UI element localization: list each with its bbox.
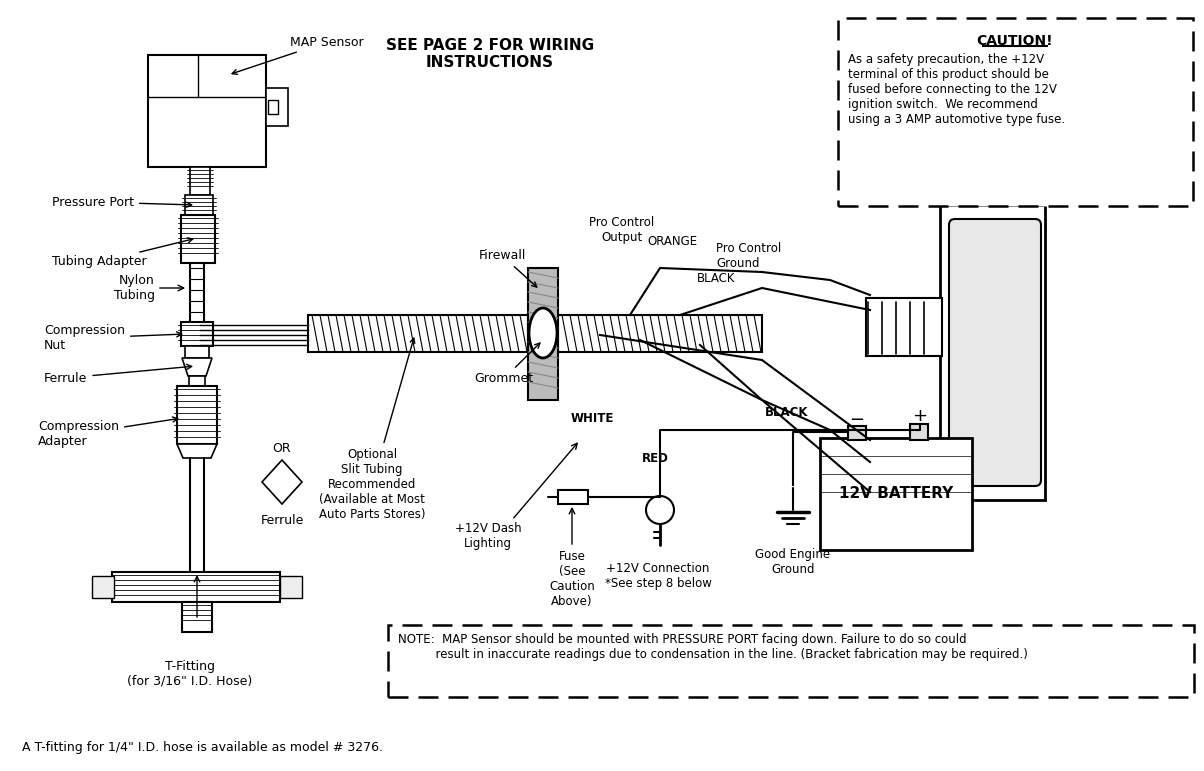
Text: Tubing Adapter: Tubing Adapter: [52, 237, 193, 268]
Bar: [910, 424, 928, 440]
Text: Pro Control
Ground: Pro Control Ground: [716, 242, 781, 270]
Text: SEE PAGE 2 FOR WIRING
INSTRUCTIONS: SEE PAGE 2 FOR WIRING INSTRUCTIONS: [386, 38, 594, 70]
Text: Pro Control
Output: Pro Control Output: [590, 216, 655, 244]
Text: Compression
Adapter: Compression Adapter: [39, 417, 178, 448]
Bar: [557, 490, 588, 504]
Polygon shape: [308, 315, 529, 352]
Text: Firewall: Firewall: [478, 249, 537, 287]
Bar: [388, 625, 1194, 697]
Text: +12V Connection
*See step 8 below: +12V Connection *See step 8 below: [604, 562, 712, 590]
Text: +: +: [913, 407, 927, 425]
Polygon shape: [557, 315, 762, 352]
Text: Pressure Port: Pressure Port: [52, 196, 191, 208]
Bar: [181, 215, 216, 263]
Text: Ferrule: Ferrule: [260, 514, 303, 527]
Bar: [190, 167, 209, 195]
Ellipse shape: [529, 308, 557, 358]
Text: OR: OR: [272, 442, 291, 454]
Text: CAUTION!: CAUTION!: [976, 34, 1054, 48]
Bar: [185, 346, 209, 358]
Bar: [848, 426, 866, 440]
Text: Fuse
(See
Caution
Above): Fuse (See Caution Above): [549, 550, 595, 608]
Text: Nylon
Tubing: Nylon Tubing: [114, 274, 155, 302]
Text: As a safety precaution, the +12V
terminal of this product should be
fused before: As a safety precaution, the +12V termina…: [848, 53, 1066, 126]
Bar: [177, 386, 217, 444]
Bar: [820, 438, 972, 550]
Bar: [92, 576, 114, 598]
Bar: [266, 88, 288, 126]
Text: Good Engine
Ground: Good Engine Ground: [755, 548, 831, 576]
Text: WHITE: WHITE: [571, 412, 614, 425]
Bar: [838, 18, 1193, 206]
Bar: [148, 55, 266, 167]
Text: 12V BATTERY: 12V BATTERY: [839, 487, 954, 501]
Text: NOTE:  MAP Sensor should be mounted with PRESSURE PORT facing down. Failure to d: NOTE: MAP Sensor should be mounted with …: [399, 633, 1028, 661]
Text: A T-fitting for 1/4" I.D. hose is available as model # 3276.: A T-fitting for 1/4" I.D. hose is availa…: [22, 742, 383, 755]
FancyBboxPatch shape: [949, 219, 1041, 486]
Polygon shape: [262, 460, 302, 504]
Polygon shape: [529, 268, 557, 400]
Text: Grommet: Grommet: [474, 343, 539, 385]
Bar: [185, 195, 213, 215]
Text: −: −: [850, 411, 864, 429]
Bar: [112, 572, 281, 602]
Bar: [181, 322, 213, 346]
Polygon shape: [182, 358, 212, 376]
Text: Compression
Nut: Compression Nut: [45, 324, 182, 352]
Text: BLACK: BLACK: [697, 271, 736, 284]
Text: ORANGE: ORANGE: [647, 235, 697, 248]
Text: T-Fitting
(for 3/16" I.D. Hose): T-Fitting (for 3/16" I.D. Hose): [128, 660, 253, 688]
Bar: [866, 298, 942, 356]
Text: BLACK: BLACK: [765, 406, 809, 419]
Bar: [182, 602, 212, 632]
Ellipse shape: [647, 496, 674, 524]
Text: MAP Sensor: MAP Sensor: [232, 35, 364, 75]
Text: RED: RED: [642, 452, 668, 464]
Text: +12V Dash
Lighting: +12V Dash Lighting: [455, 522, 521, 550]
Text: Ferrule: Ferrule: [45, 365, 191, 385]
Polygon shape: [177, 444, 217, 458]
Text: Optional
Slit Tubing
Recommended
(Available at Most
Auto Parts Stores): Optional Slit Tubing Recommended (Availa…: [319, 338, 425, 521]
Bar: [940, 205, 1045, 500]
Bar: [268, 100, 278, 114]
Bar: [281, 576, 302, 598]
Bar: [189, 376, 205, 386]
